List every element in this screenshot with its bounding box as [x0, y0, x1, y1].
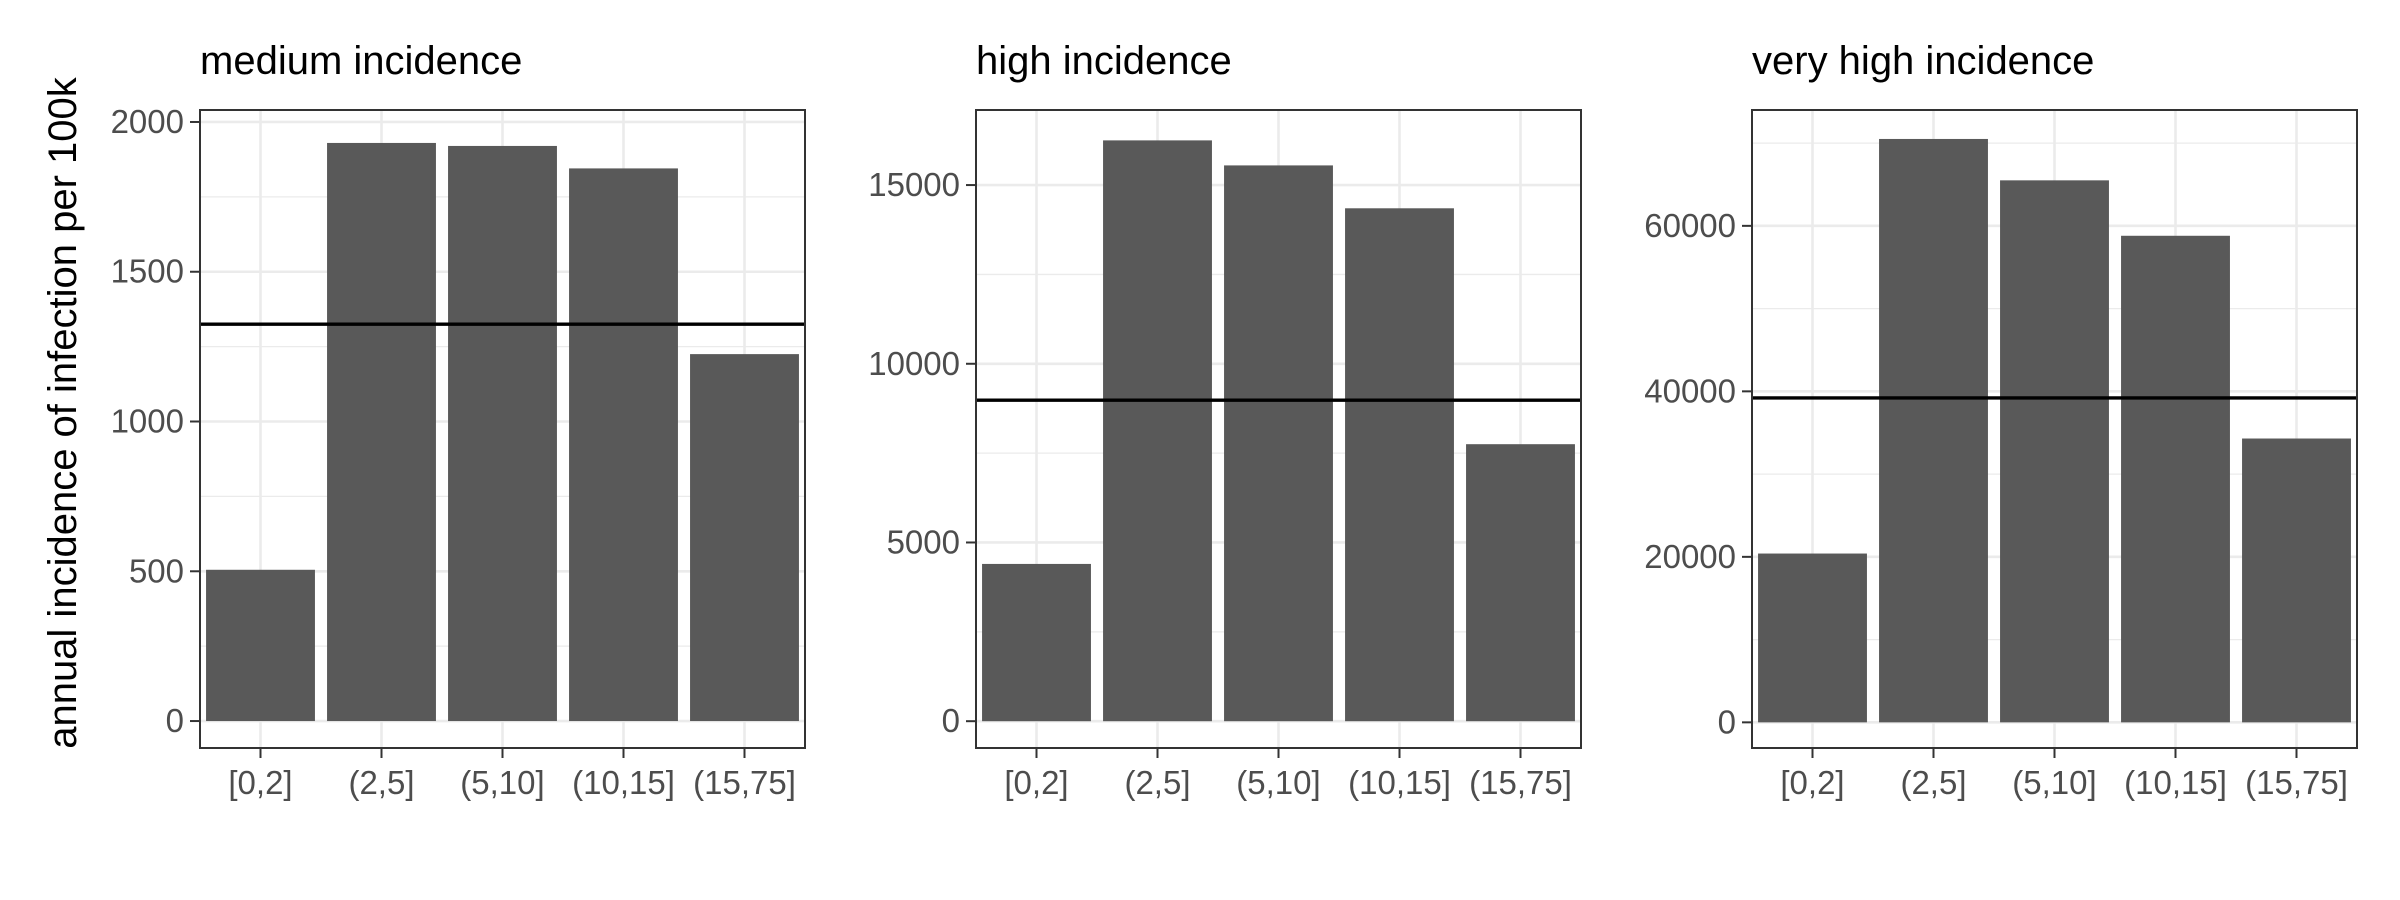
- bar: [1103, 140, 1212, 722]
- y-tick-label: 0: [166, 702, 184, 739]
- panel-high-incidence: high incidence 0 5000 10000 15000 [0,2] (2,5]…: [868, 39, 1582, 801]
- bar: [982, 563, 1091, 722]
- y-axis-title: annual incidence of infection per 100k: [41, 76, 85, 749]
- bar: [1345, 208, 1454, 722]
- x-tick-label: (5,10]: [2012, 764, 2096, 801]
- bar: [1758, 553, 1867, 723]
- bar: [569, 168, 678, 722]
- y-tick-label: 1000: [111, 403, 184, 440]
- panel-very-high-incidence: very high incidence 0 20000 40000 60000 [0,2…: [1644, 39, 2358, 801]
- bar: [690, 354, 799, 722]
- x-tick-label: [0,2]: [228, 764, 292, 801]
- y-tick-label: 0: [1718, 703, 1736, 740]
- y-tick-label: 5000: [887, 523, 960, 560]
- bar: [1224, 165, 1333, 722]
- bar: [1466, 444, 1575, 722]
- bar: [448, 145, 557, 722]
- panel-title: high incidence: [976, 39, 1232, 83]
- y-tick-label: 2000: [111, 103, 184, 140]
- x-tick-label: (2,5]: [1900, 764, 1966, 801]
- x-tick-label: (5,10]: [1236, 764, 1320, 801]
- x-tick-label: (10,15]: [2124, 764, 2227, 801]
- y-tick-label: 10000: [868, 345, 960, 382]
- plot-area: 0 500 1000 1500 2000 [0,2] (2,5] (5,10] (10,15] (…: [111, 103, 806, 801]
- x-tick-label: (15,75]: [693, 764, 796, 801]
- x-tick-label: (15,75]: [2245, 764, 2348, 801]
- y-tick-label: 1500: [111, 253, 184, 290]
- bar: [206, 569, 315, 722]
- panel-title: very high incidence: [1752, 39, 2094, 83]
- y-tick-label: 500: [129, 552, 184, 589]
- panel-medium-incidence: medium incidence 0 500 1000 1500 2000 [0,2] (2…: [111, 39, 806, 801]
- plot-area: 0 5000 10000 15000 [0,2] (2,5] (5,10] (10,15] (1…: [868, 109, 1582, 801]
- x-tick-label: (10,15]: [1348, 764, 1451, 801]
- bar: [2000, 180, 2109, 723]
- y-tick-label: 20000: [1644, 538, 1736, 575]
- panel-title: medium incidence: [200, 39, 522, 83]
- y-tick-label: 15000: [868, 166, 960, 203]
- plot-area: 0 20000 40000 60000 [0,2] (2,5] (5,10] (10,15] (…: [1644, 109, 2358, 801]
- x-tick-label: (15,75]: [1469, 764, 1572, 801]
- y-tick-label: 0: [942, 702, 960, 739]
- x-tick-label: (2,5]: [1124, 764, 1190, 801]
- bar: [327, 142, 436, 722]
- x-tick-label: [0,2]: [1004, 764, 1068, 801]
- x-tick-label: [0,2]: [1780, 764, 1844, 801]
- bar: [2121, 235, 2230, 723]
- x-tick-label: (2,5]: [348, 764, 414, 801]
- y-tick-label: 60000: [1644, 207, 1736, 244]
- bar: [2242, 438, 2351, 723]
- bar: [1879, 138, 1988, 723]
- y-tick-label: 40000: [1644, 372, 1736, 409]
- x-tick-label: (5,10]: [460, 764, 544, 801]
- x-tick-label: (10,15]: [572, 764, 675, 801]
